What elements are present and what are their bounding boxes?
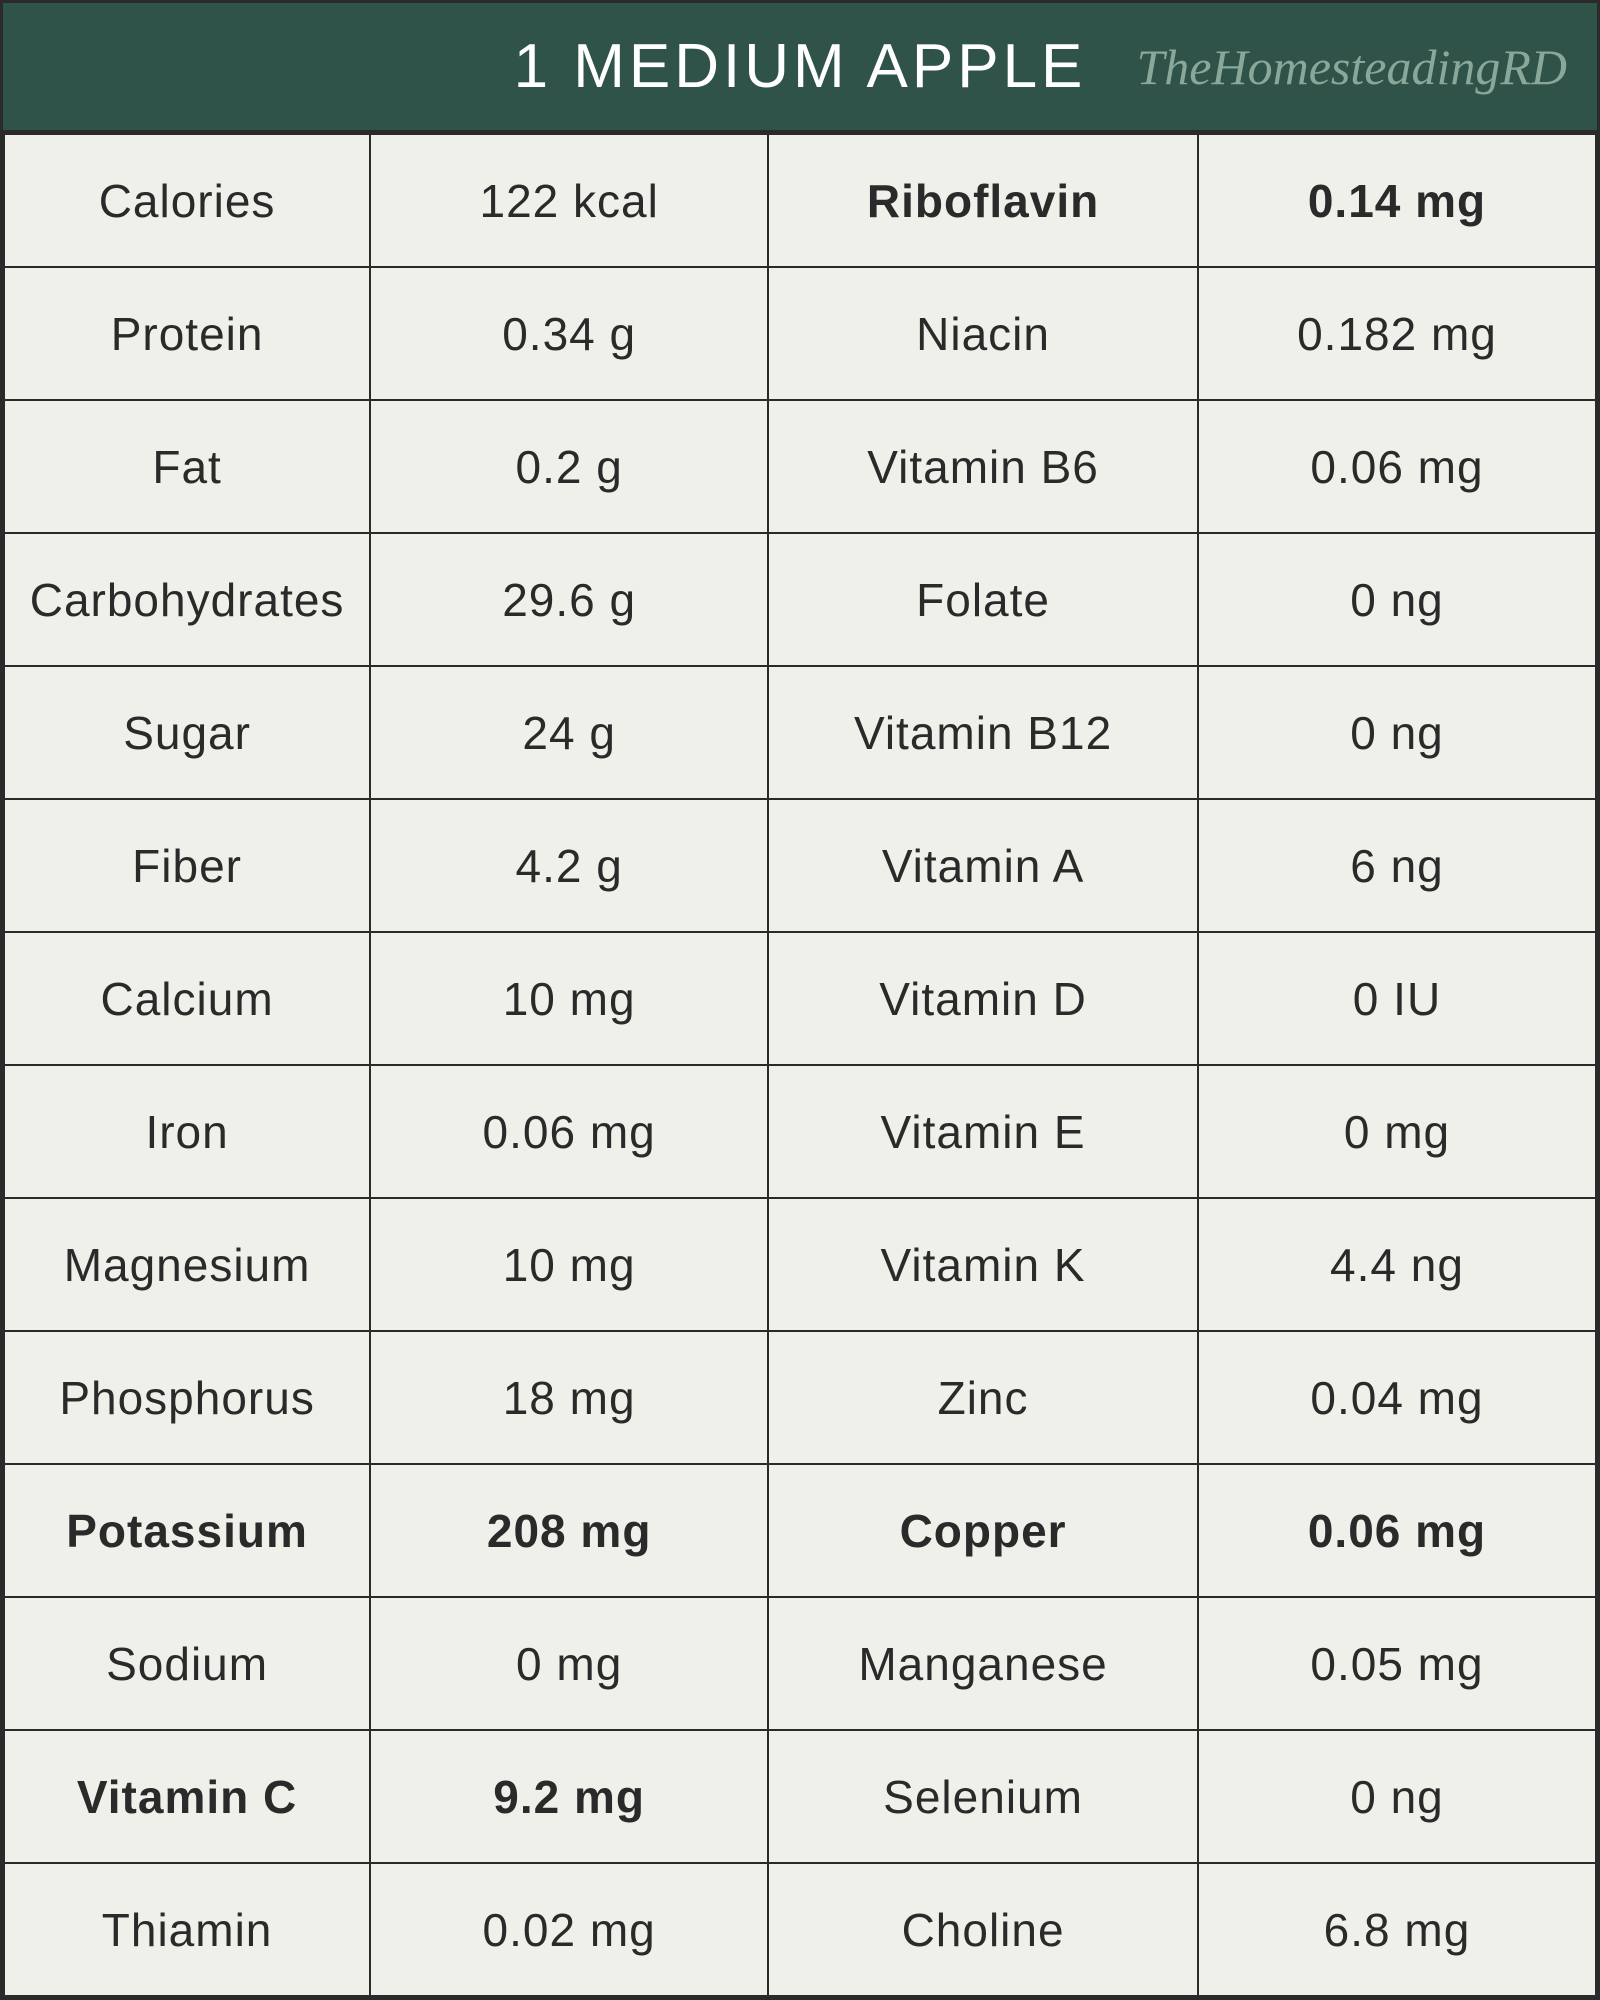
nutrient-value-right: 0 ng	[1198, 1730, 1596, 1863]
nutrient-value-right: 0.06 mg	[1198, 1464, 1596, 1597]
nutrient-label-right: Niacin	[768, 267, 1198, 400]
table-row: Fiber4.2 gVitamin A6 ng	[4, 799, 1596, 932]
table-row: Protein0.34 gNiacin0.182 mg	[4, 267, 1596, 400]
nutrient-label-right: Vitamin D	[768, 932, 1198, 1065]
table-row: Calcium10 mgVitamin D0 IU	[4, 932, 1596, 1065]
nutrient-label-left: Magnesium	[4, 1198, 370, 1331]
table-header: 1 MEDIUM APPLE TheHomesteadingRD	[3, 3, 1597, 133]
nutrient-label-left: Sodium	[4, 1597, 370, 1730]
nutrient-label-left: Iron	[4, 1065, 370, 1198]
table-row: Sugar24 gVitamin B120 ng	[4, 666, 1596, 799]
nutrient-label-left: Phosphorus	[4, 1331, 370, 1464]
nutrient-value-right: 0 ng	[1198, 533, 1596, 666]
nutrition-table: Calories122 kcalRiboflavin0.14 mgProtein…	[3, 133, 1597, 1997]
nutrient-value-right: 0.04 mg	[1198, 1331, 1596, 1464]
nutrient-value-right: 0 mg	[1198, 1065, 1596, 1198]
nutrient-value-right: 6.8 mg	[1198, 1863, 1596, 1996]
nutrient-value-left: 0.02 mg	[370, 1863, 768, 1996]
nutrient-value-left: 4.2 g	[370, 799, 768, 932]
table-row: Thiamin0.02 mgCholine6.8 mg	[4, 1863, 1596, 1996]
nutrient-value-left: 10 mg	[370, 932, 768, 1065]
nutrient-label-right: Selenium	[768, 1730, 1198, 1863]
nutrient-value-left: 208 mg	[370, 1464, 768, 1597]
nutrient-value-right: 4.4 ng	[1198, 1198, 1596, 1331]
nutrient-value-left: 0.06 mg	[370, 1065, 768, 1198]
nutrient-value-left: 29.6 g	[370, 533, 768, 666]
nutrient-label-right: Zinc	[768, 1331, 1198, 1464]
nutrient-value-right: 0 ng	[1198, 666, 1596, 799]
nutrient-value-right: 0.05 mg	[1198, 1597, 1596, 1730]
nutrient-value-left: 9.2 mg	[370, 1730, 768, 1863]
header-title: 1 MEDIUM APPLE	[514, 31, 1087, 102]
table-row: Fat0.2 gVitamin B60.06 mg	[4, 400, 1596, 533]
table-row: Iron0.06 mgVitamin E0 mg	[4, 1065, 1596, 1198]
nutrient-value-left: 0.2 g	[370, 400, 768, 533]
nutrient-label-left: Fat	[4, 400, 370, 533]
nutrient-label-right: Manganese	[768, 1597, 1198, 1730]
nutrient-value-right: 0.182 mg	[1198, 267, 1596, 400]
table-row: Sodium0 mgManganese0.05 mg	[4, 1597, 1596, 1730]
nutrient-value-left: 0.34 g	[370, 267, 768, 400]
nutrient-label-left: Fiber	[4, 799, 370, 932]
nutrient-value-left: 18 mg	[370, 1331, 768, 1464]
nutrient-label-left: Thiamin	[4, 1863, 370, 1996]
nutrient-label-right: Vitamin K	[768, 1198, 1198, 1331]
nutrient-value-right: 6 ng	[1198, 799, 1596, 932]
nutrient-label-left: Sugar	[4, 666, 370, 799]
table-row: Magnesium10 mgVitamin K4.4 ng	[4, 1198, 1596, 1331]
header-brand: TheHomesteadingRD	[1137, 38, 1568, 96]
table-row: Calories122 kcalRiboflavin0.14 mg	[4, 134, 1596, 267]
nutrient-label-right: Copper	[768, 1464, 1198, 1597]
nutrient-label-left: Potassium	[4, 1464, 370, 1597]
nutrition-table-container: 1 MEDIUM APPLE TheHomesteadingRD Calorie…	[0, 0, 1600, 2000]
nutrient-label-left: Calcium	[4, 932, 370, 1065]
nutrient-label-left: Protein	[4, 267, 370, 400]
nutrient-label-right: Choline	[768, 1863, 1198, 1996]
nutrient-value-left: 122 kcal	[370, 134, 768, 267]
nutrient-label-right: Vitamin B6	[768, 400, 1198, 533]
nutrient-label-right: Vitamin E	[768, 1065, 1198, 1198]
nutrient-label-left: Carbohydrates	[4, 533, 370, 666]
nutrient-value-right: 0.14 mg	[1198, 134, 1596, 267]
nutrient-label-right: Riboflavin	[768, 134, 1198, 267]
nutrient-label-right: Vitamin A	[768, 799, 1198, 932]
table-row: Vitamin C9.2 mgSelenium0 ng	[4, 1730, 1596, 1863]
nutrient-value-right: 0 IU	[1198, 932, 1596, 1065]
nutrient-value-left: 24 g	[370, 666, 768, 799]
table-row: Carbohydrates29.6 gFolate0 ng	[4, 533, 1596, 666]
table-row: Phosphorus18 mgZinc0.04 mg	[4, 1331, 1596, 1464]
nutrient-label-right: Vitamin B12	[768, 666, 1198, 799]
nutrient-label-left: Vitamin C	[4, 1730, 370, 1863]
table-row: Potassium208 mgCopper0.06 mg	[4, 1464, 1596, 1597]
nutrient-value-right: 0.06 mg	[1198, 400, 1596, 533]
nutrient-value-left: 0 mg	[370, 1597, 768, 1730]
table-body: Calories122 kcalRiboflavin0.14 mgProtein…	[4, 134, 1596, 1996]
nutrient-value-left: 10 mg	[370, 1198, 768, 1331]
nutrient-label-left: Calories	[4, 134, 370, 267]
nutrient-label-right: Folate	[768, 533, 1198, 666]
